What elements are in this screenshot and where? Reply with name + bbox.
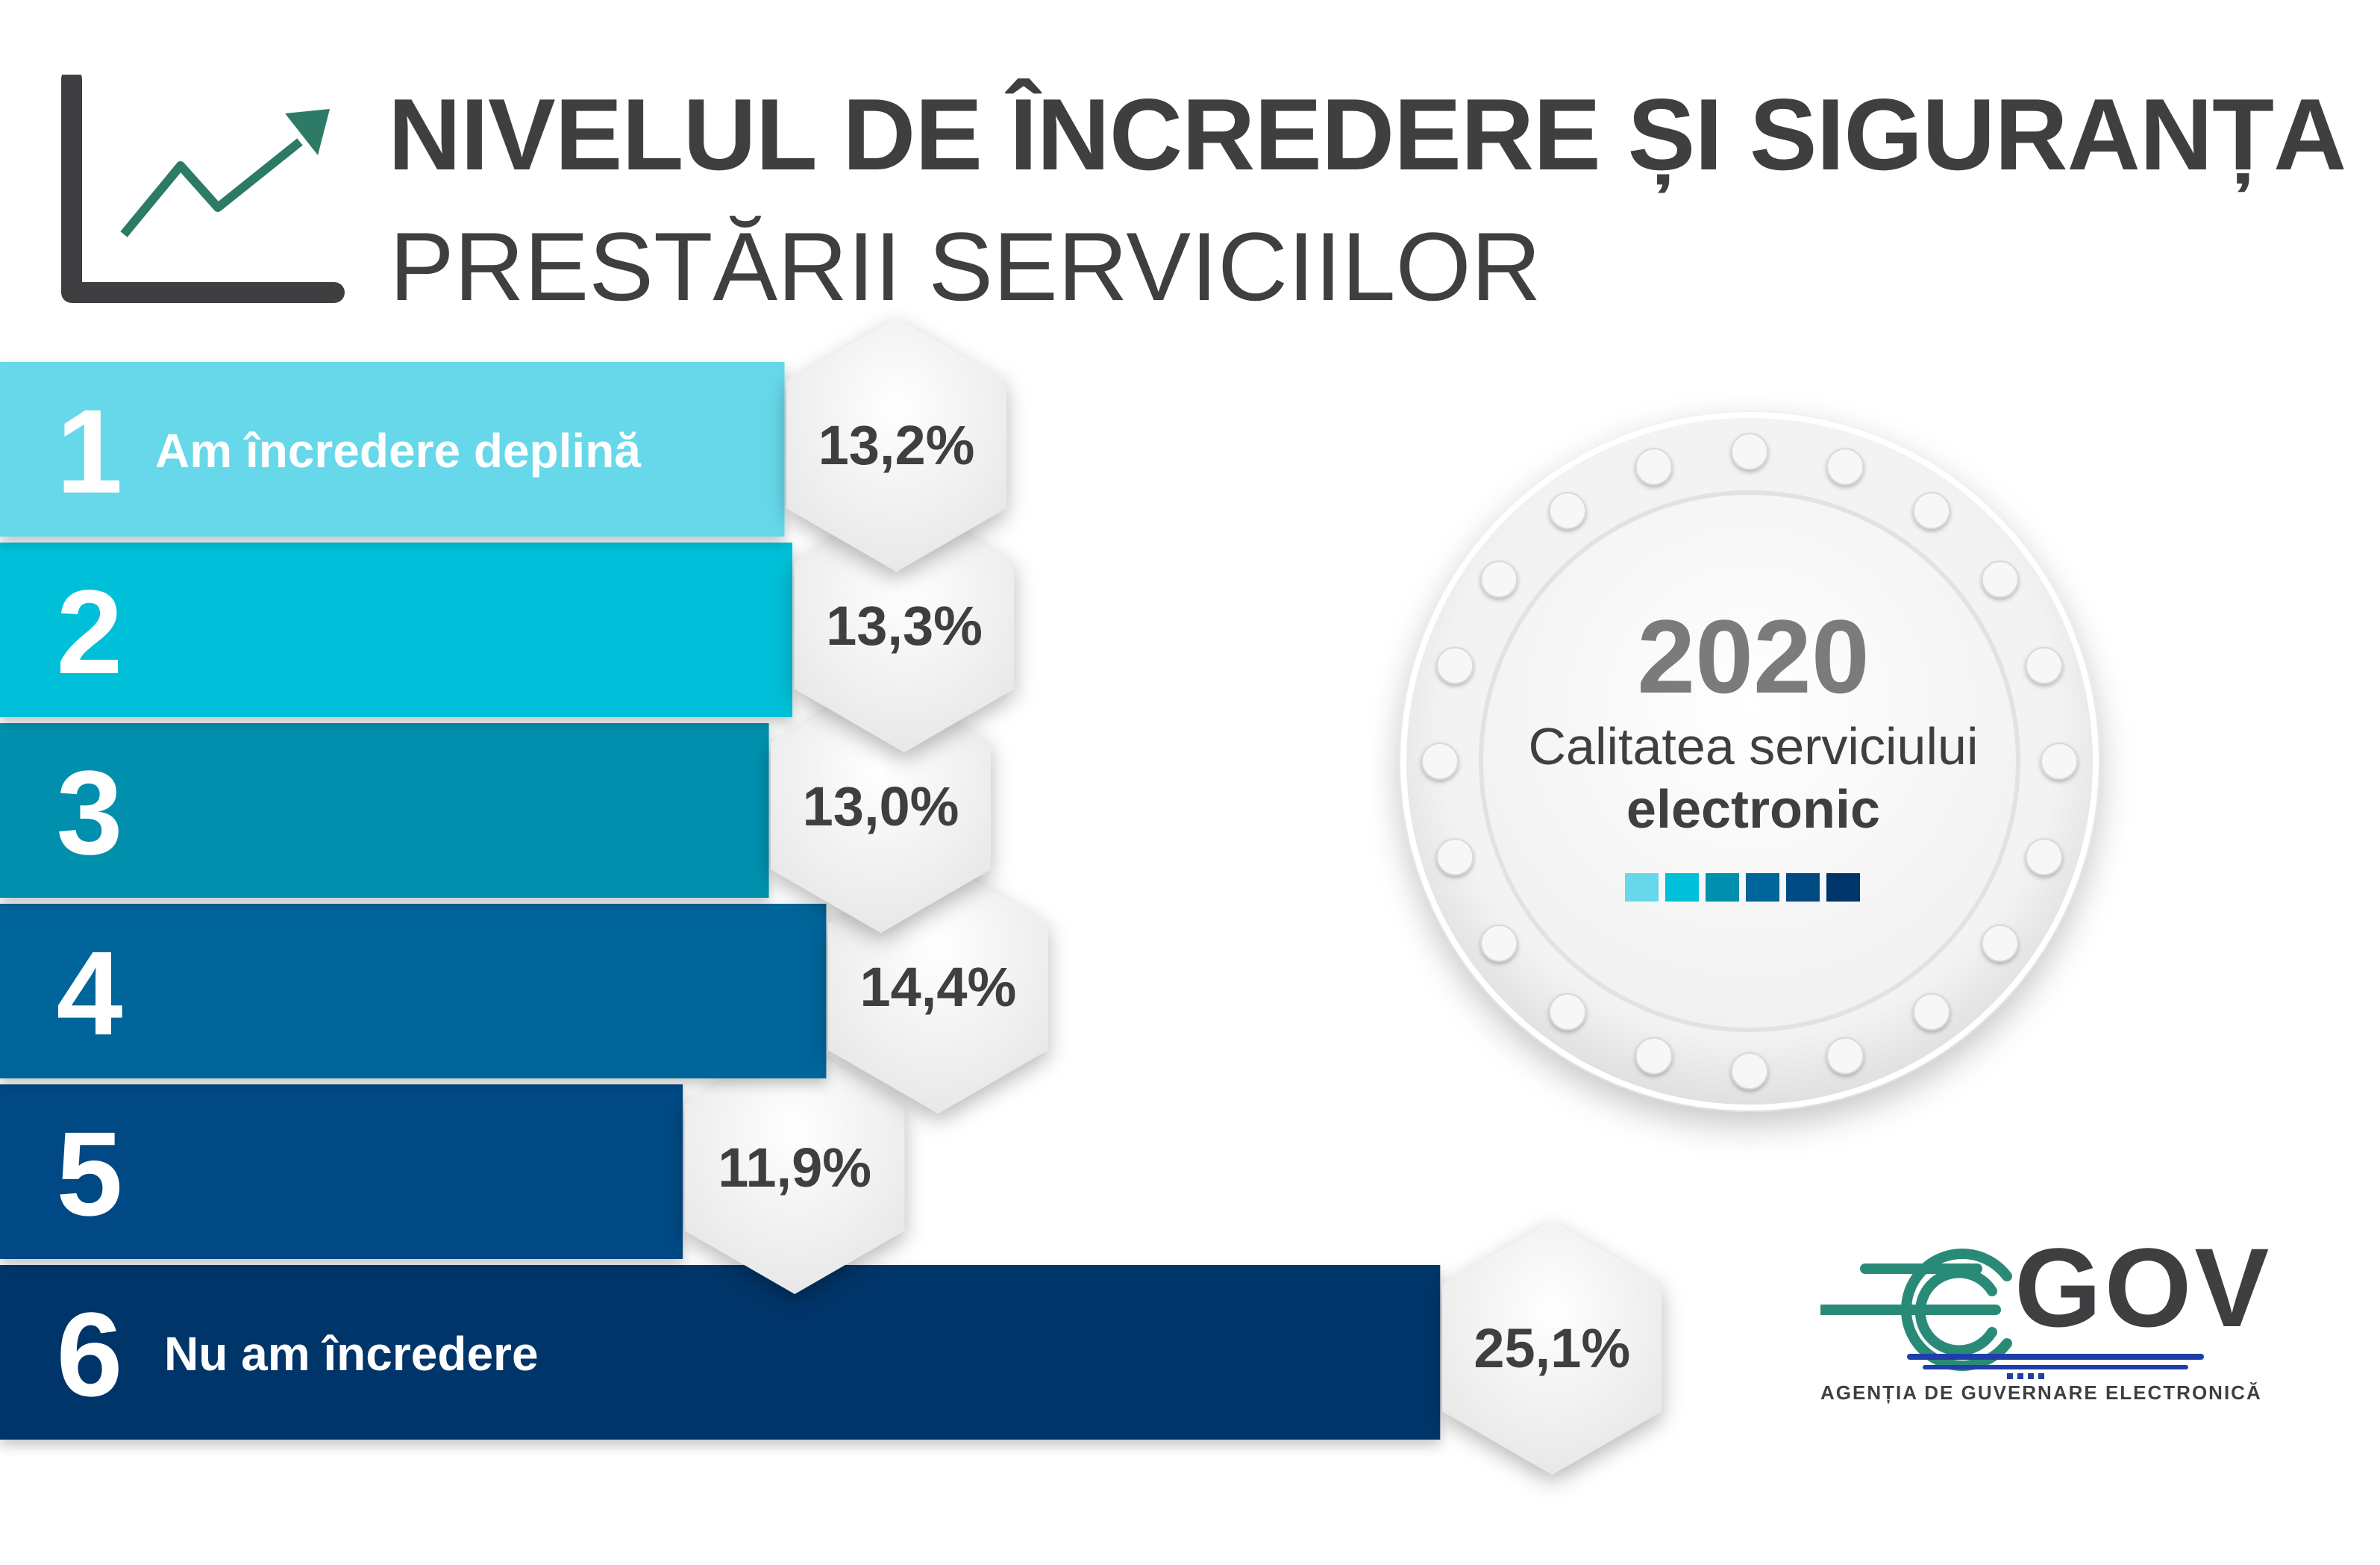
bar-1: [0, 362, 785, 537]
badge-dot: [2025, 646, 2063, 684]
logo-tagline: AGENȚIA DE GUVERNARE ELECTRONICĂ: [1820, 1381, 2262, 1404]
badge-subtitle-bold: electronic: [1626, 780, 1881, 840]
badge-dot: [1912, 492, 1950, 530]
bar-2: [0, 543, 793, 717]
value-label-5: 11,9%: [718, 1137, 871, 1199]
badge-dot: [1826, 1037, 1864, 1075]
bar-5: [0, 1084, 683, 1259]
value-label-2: 13,3%: [826, 595, 983, 657]
swatch-3: [1706, 873, 1739, 902]
bar-number-2: 2: [57, 565, 123, 699]
value-hexagon-1: [786, 318, 1006, 572]
badge-dot: [1421, 743, 1459, 780]
badge-dot: [1549, 993, 1587, 1031]
swatch-4: [1746, 873, 1779, 902]
bar-number-4: 4: [57, 926, 123, 1060]
color-swatches: [1625, 873, 1860, 902]
trend-chart-icon: [61, 75, 345, 303]
badge-dot: [1731, 1052, 1768, 1090]
badge-dot: [1436, 838, 1474, 876]
value-hexagon-2: [794, 499, 1015, 752]
swatch-6: [1826, 873, 1860, 902]
bar-row-2: 2 13,3%: [0, 499, 1015, 752]
value-label-3: 13,0%: [803, 775, 959, 837]
bar-3: [0, 723, 769, 898]
badge-dot: [1436, 646, 1474, 684]
badge-dot: [1912, 993, 1950, 1031]
swatch-1: [1625, 873, 1659, 902]
badge-dot: [1549, 492, 1587, 530]
swatch-5: [1786, 873, 1820, 902]
page-title: NIVELUL DE ÎNCREDERE ȘI SIGURANȚA: [388, 78, 2346, 191]
badge-dot: [2041, 743, 2078, 780]
badge-dot: [2025, 838, 2063, 876]
value-label-4: 14,4%: [860, 956, 1017, 1018]
badge-inner-circle: [1479, 490, 2020, 1032]
bar-row-5: 5 11,9%: [0, 1040, 905, 1294]
value-label-6: 25,1%: [1474, 1317, 1630, 1379]
value-label-1: 13,2%: [818, 414, 975, 476]
badge-dot: [1480, 560, 1518, 599]
bar-row-1: 1 Am încredere deplină 13,2%: [0, 318, 1006, 572]
bar-number-5: 5: [57, 1107, 123, 1240]
badge-dot: [1635, 1037, 1673, 1075]
badge-year: 2020: [1637, 598, 1870, 715]
bar-number-3: 3: [57, 746, 123, 879]
badge-dot: [1826, 448, 1864, 486]
bar-number-6: 6: [57, 1287, 123, 1421]
badge-dot: [1480, 924, 1518, 962]
badge-dot: [1981, 924, 2019, 962]
badge-subtitle: Calitatea serviciului: [1528, 717, 1979, 775]
bar-label-1: Am încredere deplină: [155, 424, 641, 478]
swatch-2: [1665, 873, 1699, 902]
bar-6: [0, 1265, 1441, 1440]
bar-label-6: Nu am încredere: [164, 1327, 539, 1381]
value-hexagon-3: [771, 679, 991, 933]
bar-row-3: 3 13,0%: [0, 679, 991, 933]
badge-dot: [1981, 560, 2019, 599]
page-subtitle: PRESTĂRII SERVICIILOR: [389, 212, 1541, 321]
badge-dot: [1635, 448, 1673, 486]
bar-4: [0, 904, 827, 1078]
bar-row-6: 6 Nu am încredere 25,1%: [0, 1221, 1662, 1475]
bar-number-1: 1: [57, 384, 123, 518]
egov-logo-icon: [1820, 1249, 2204, 1379]
logo-name: GOV: [2014, 1225, 2273, 1350]
badge-dot: [1731, 433, 1768, 470]
value-hexagon-6: [1442, 1221, 1662, 1475]
value-hexagon-5: [684, 1040, 905, 1294]
year-badge: [1399, 410, 2100, 1112]
